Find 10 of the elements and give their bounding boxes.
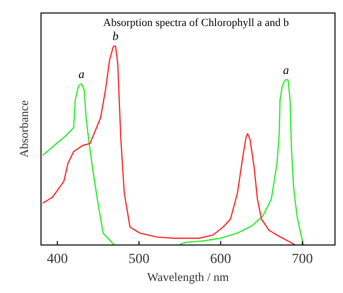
- x-axis-title: Wavelength / nm: [147, 270, 230, 284]
- x-tick-label: 500: [128, 252, 150, 267]
- annotation: a: [78, 66, 85, 81]
- x-tick-label: 600: [210, 252, 232, 267]
- annotation: a: [283, 62, 289, 77]
- x-tick-label: 400: [46, 252, 68, 267]
- x-tick-label: 700: [292, 252, 313, 267]
- chart-title: Absorption spectra of Chlorophyll a and b: [103, 17, 290, 29]
- annotation: b: [112, 29, 119, 43]
- y-axis-title: Absorbance: [17, 100, 31, 158]
